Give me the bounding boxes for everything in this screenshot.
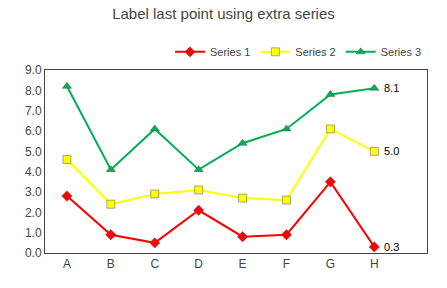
svg-text:5.0: 5.0 xyxy=(25,145,42,159)
svg-text:0.0: 0.0 xyxy=(25,246,42,260)
svg-text:Series 1: Series 1 xyxy=(210,46,250,58)
svg-text:5.0: 5.0 xyxy=(384,145,399,157)
svg-text:Label last point using extra s: Label last point using extra series xyxy=(112,5,335,22)
svg-text:8.0: 8.0 xyxy=(25,84,42,98)
svg-text:0.3: 0.3 xyxy=(384,241,399,253)
svg-text:E: E xyxy=(239,257,247,271)
svg-text:G: G xyxy=(326,257,335,271)
svg-text:A: A xyxy=(63,257,71,271)
svg-text:6.0: 6.0 xyxy=(25,124,42,138)
svg-text:2.0: 2.0 xyxy=(25,206,42,220)
svg-text:9.0: 9.0 xyxy=(25,63,42,77)
svg-text:Series 3: Series 3 xyxy=(381,46,421,58)
svg-text:8.1: 8.1 xyxy=(384,82,399,94)
svg-text:F: F xyxy=(283,257,290,271)
svg-text:H: H xyxy=(370,257,379,271)
svg-text:B: B xyxy=(107,257,115,271)
svg-text:3.0: 3.0 xyxy=(25,185,42,199)
svg-text:D: D xyxy=(194,257,203,271)
svg-text:7.0: 7.0 xyxy=(25,104,42,118)
svg-text:1.0: 1.0 xyxy=(25,226,42,240)
svg-text:Series 2: Series 2 xyxy=(295,46,335,58)
svg-text:4.0: 4.0 xyxy=(25,165,42,179)
svg-text:C: C xyxy=(150,257,159,271)
